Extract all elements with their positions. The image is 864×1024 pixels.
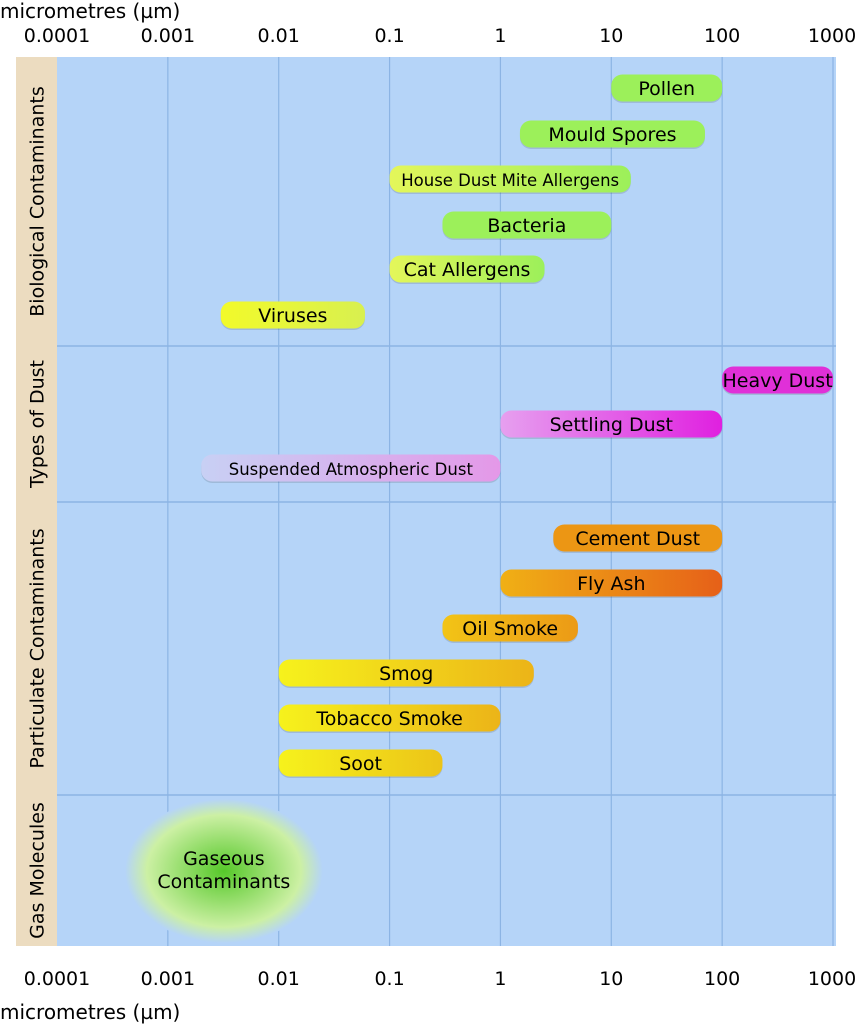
bar-pollen — [611, 74, 723, 102]
bar-cat-allergens — [389, 255, 545, 283]
range-bars: Pollen Mould Spores House Dust Mite Allerg… — [125, 74, 833, 943]
bar-label-heavy-dust: Heavy Dust — [722, 370, 832, 392]
bar-label-fly-ash: Fly Ash — [577, 573, 645, 595]
x-tick-label-bottom: 1000 — [808, 968, 856, 990]
x-tick-label-bottom: 0.01 — [258, 968, 300, 990]
bar-oil-smoke — [442, 614, 578, 642]
bar-soot — [278, 749, 443, 777]
x-tick-label-bottom: 10 — [599, 968, 623, 990]
group-label-band — [16, 57, 57, 346]
x-tick-label-top: 0.001 — [141, 25, 195, 47]
bar-label-cement-dust: Cement Dust — [575, 528, 700, 550]
bar-label-settling-dust: Settling Dust — [550, 414, 673, 436]
x-tick-label-bottom: 0.0001 — [24, 968, 90, 990]
x-axis-title-top: micrometres (µm) — [0, 0, 181, 23]
group-label-types-of-dust: Types of Dust — [27, 360, 49, 489]
x-tick-label-top: 10 — [599, 25, 623, 47]
group-labels: Biological Contaminants Types of Dust Part… — [16, 57, 57, 946]
bar-cement-dust — [553, 524, 723, 552]
bar-tobacco-smoke — [278, 704, 501, 732]
x-tick-label-bottom: 1 — [494, 968, 506, 990]
group-label-gas-molecules: Gas Molecules — [27, 802, 49, 939]
x-tick-label-top: 1000 — [808, 25, 856, 47]
x-tick-label-bottom: 0.1 — [374, 968, 404, 990]
grid-lines — [16, 57, 836, 946]
bar-viruses — [220, 301, 365, 329]
bar-label-cat-allergens: Cat Allergens — [404, 259, 531, 281]
bar-fly-ash — [500, 569, 723, 597]
group-label-band — [16, 795, 57, 946]
bar-gaseous-contaminants — [125, 799, 323, 943]
bar-label-suspended-atmospheric-dust: Suspended Atmospheric Dust — [229, 460, 474, 479]
bar-label-smog: Smog — [379, 663, 433, 685]
x-tick-label-top: 100 — [704, 25, 740, 47]
bar-label-oil-smoke: Oil Smoke — [462, 618, 558, 640]
bar-house-dust-mite-allergens — [389, 165, 631, 193]
x-tick-label-bottom: 0.001 — [141, 968, 195, 990]
x-axis-ticks: 0.0001 0.0001 0.001 0.001 0.01 0.01 0.1 0.1 1 1 10… — [24, 25, 856, 990]
group-label-biological-contaminants: Biological Contaminants — [27, 86, 49, 316]
bar-label-soot: Soot — [339, 753, 382, 775]
group-label-particulate-contaminants: Particulate Contaminants — [27, 528, 49, 768]
bar-label-gaseous-contaminants: Contaminants — [157, 871, 290, 893]
bar-label-house-dust-mite-allergens: House Dust Mite Allergens — [401, 171, 619, 190]
bar-label-pollen: Pollen — [638, 78, 695, 100]
bar-smog — [278, 659, 534, 687]
x-tick-label-bottom: 100 — [704, 968, 740, 990]
x-tick-label-top: 0.01 — [258, 25, 300, 47]
x-axis-title-bottom: micrometres (µm) — [0, 1000, 181, 1024]
bar-heavy-dust — [722, 366, 833, 394]
group-label-band — [16, 502, 57, 795]
group-label-band — [16, 346, 57, 502]
bar-bacteria — [442, 211, 612, 239]
bar-mould-spores — [519, 120, 705, 148]
x-tick-label-top: 1 — [494, 25, 506, 47]
bar-label-mould-spores: Mould Spores — [548, 124, 676, 146]
bar-label-viruses: Viruses — [258, 305, 327, 327]
bar-suspended-atmospheric-dust — [201, 454, 501, 482]
bar-label-bacteria: Bacteria — [487, 215, 566, 237]
x-tick-label-top: 0.1 — [374, 25, 404, 47]
bar-label-tobacco-smoke: Tobacco Smoke — [315, 708, 462, 730]
x-tick-label-top: 0.0001 — [24, 25, 90, 47]
bar-label-gaseous-contaminants: Gaseous — [183, 848, 265, 870]
bar-settling-dust — [500, 410, 723, 438]
